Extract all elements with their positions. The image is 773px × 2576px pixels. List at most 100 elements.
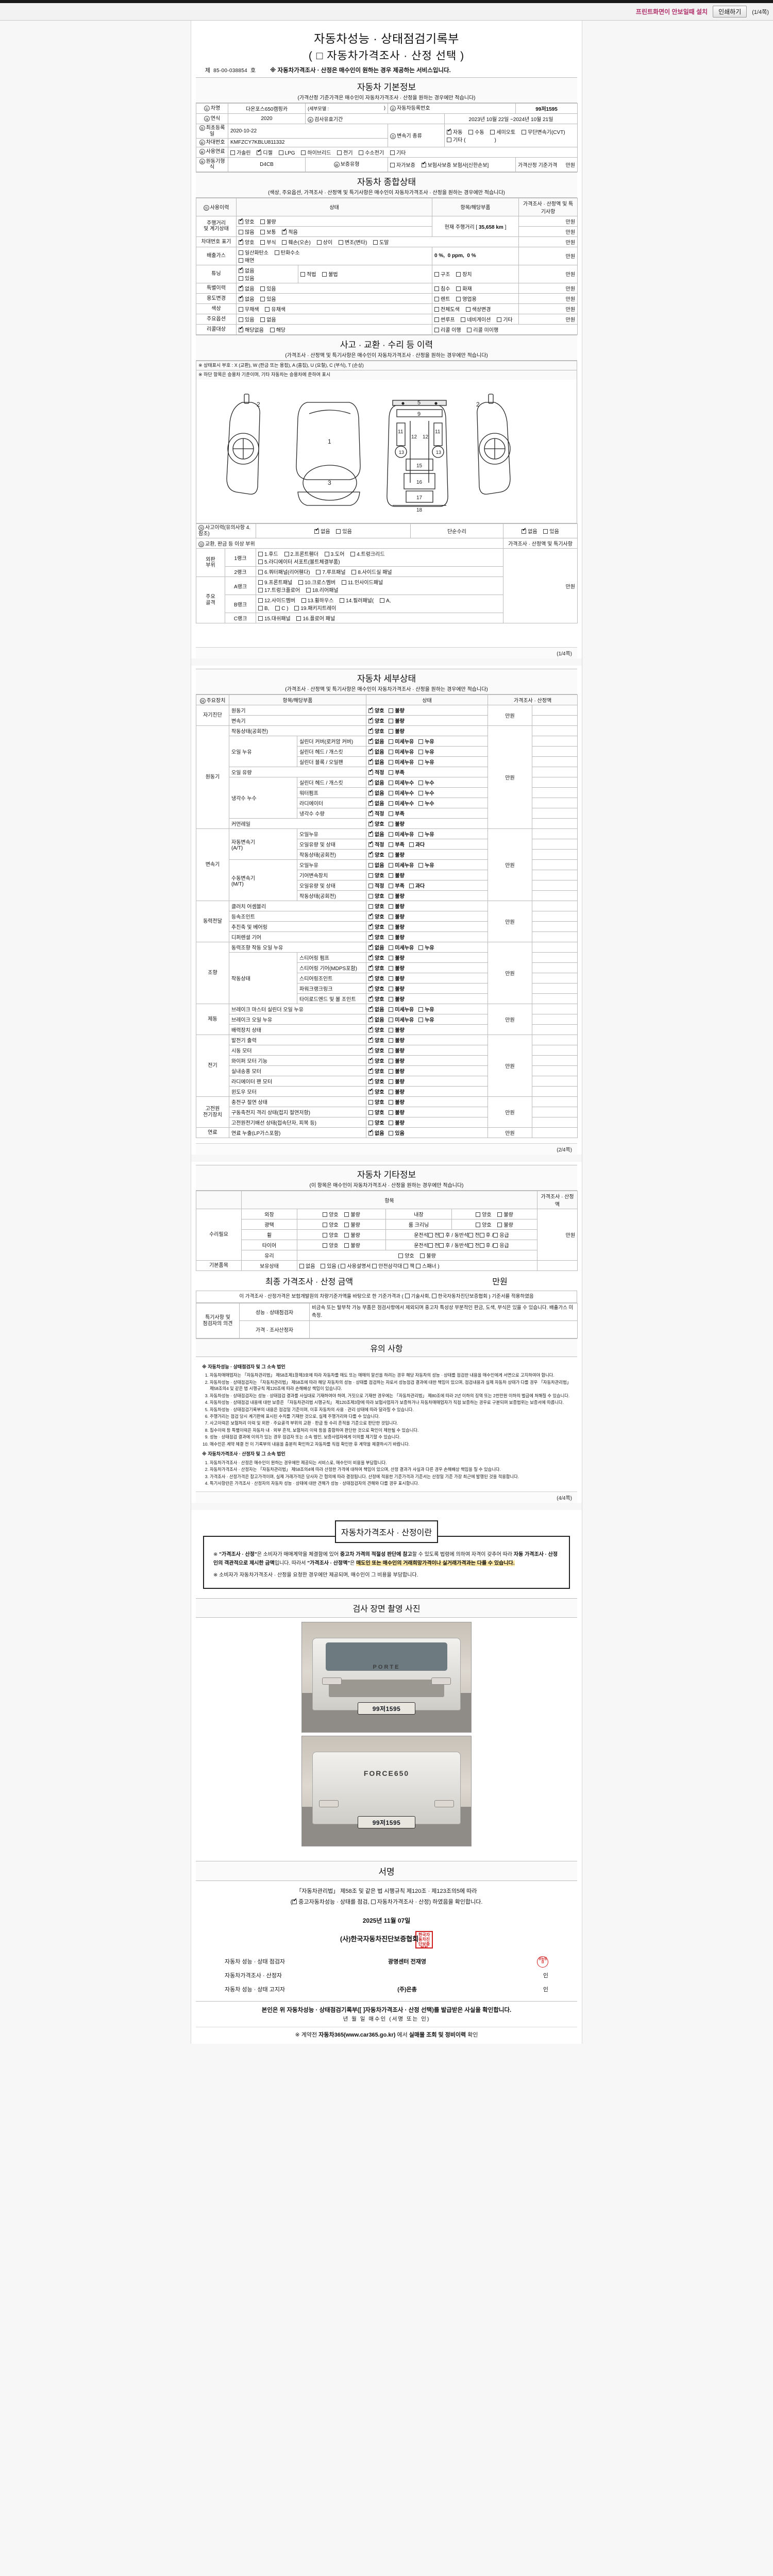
state-option[interactable]: 없음 xyxy=(368,861,384,869)
state-option[interactable]: 양호 xyxy=(398,1251,414,1259)
checkbox-icon[interactable] xyxy=(368,1057,373,1064)
checkbox-icon[interactable] xyxy=(258,552,263,557)
checkbox-icon[interactable] xyxy=(389,1069,394,1074)
part-option[interactable]: 9.프론트패널 xyxy=(258,578,292,586)
checkbox-icon[interactable] xyxy=(341,1264,346,1269)
state-option[interactable]: 누유 xyxy=(418,1005,434,1013)
state-option[interactable]: 불량 xyxy=(389,933,405,941)
checkbox-icon[interactable] xyxy=(390,150,395,155)
checkbox-icon[interactable] xyxy=(298,580,304,585)
state-option[interactable]: 구조 xyxy=(434,270,450,278)
state-option[interactable]: 미세누유 xyxy=(389,1015,414,1023)
transmission-option[interactable]: 수동 xyxy=(468,128,484,135)
checkbox-icon[interactable] xyxy=(372,1264,377,1269)
checkbox-icon[interactable] xyxy=(344,1233,349,1238)
part-option[interactable]: 7.루프패널 xyxy=(316,568,346,575)
transmission-option-etc[interactable]: 기타 () xyxy=(447,135,496,143)
checkbox-icon[interactable] xyxy=(350,552,356,557)
state-option[interactable]: 양호 xyxy=(368,851,384,858)
state-option[interactable]: 미세누유 xyxy=(389,737,414,745)
checkbox-icon[interactable] xyxy=(389,863,394,868)
checkbox-icon[interactable] xyxy=(368,873,374,878)
checkbox-icon[interactable] xyxy=(368,841,373,848)
state-option[interactable]: 누수 xyxy=(418,789,434,796)
state-option[interactable]: 양호 xyxy=(368,912,384,920)
state-option[interactable]: 불량 xyxy=(389,1046,405,1054)
state-option[interactable]: 매연 xyxy=(239,256,254,264)
checkbox-icon[interactable] xyxy=(314,528,320,534)
state-option[interactable]: 없음 xyxy=(368,778,384,786)
state-option[interactable]: 누유 xyxy=(418,861,434,869)
checkbox-icon[interactable] xyxy=(389,822,394,827)
checkbox-icon[interactable] xyxy=(316,570,321,575)
state-option[interactable]: 불량 xyxy=(497,1221,513,1228)
state-option[interactable]: 양호 xyxy=(239,238,254,246)
state-option[interactable]: 있음 xyxy=(260,295,276,302)
part-option[interactable]: 5.라디에이터 서포트(볼트체결부품) xyxy=(258,557,340,565)
checkbox-icon[interactable] xyxy=(389,904,394,909)
fuel-option[interactable]: 기타 xyxy=(390,148,406,156)
checkbox-icon[interactable] xyxy=(439,1243,444,1248)
state-option[interactable]: 부족 xyxy=(389,809,405,817)
checkbox-icon[interactable] xyxy=(368,904,374,909)
checkbox-icon[interactable] xyxy=(389,987,394,992)
checkbox-icon[interactable] xyxy=(368,985,373,992)
checkbox-icon[interactable] xyxy=(368,894,374,899)
checkbox-icon[interactable] xyxy=(418,781,424,786)
checkbox-icon[interactable] xyxy=(389,935,394,940)
state-option[interactable]: 미세누수 xyxy=(389,799,414,807)
checkbox-icon[interactable] xyxy=(316,240,322,245)
checkbox-icon[interactable] xyxy=(389,708,394,714)
state-option[interactable]: 없음 xyxy=(368,943,384,951)
checkbox-icon[interactable] xyxy=(368,1026,373,1033)
state-option[interactable]: 없음 xyxy=(368,737,384,745)
checkbox-icon[interactable] xyxy=(434,272,440,277)
state-option[interactable]: 양호 xyxy=(368,1098,384,1106)
checkbox-icon[interactable] xyxy=(389,884,394,889)
checkbox-icon[interactable] xyxy=(389,945,394,951)
part-option[interactable]: C ) xyxy=(275,606,289,612)
checkbox-icon[interactable] xyxy=(405,1294,410,1299)
checkbox-icon[interactable] xyxy=(418,801,424,806)
checkbox-icon[interactable] xyxy=(239,239,243,245)
state-option[interactable]: 불량 xyxy=(497,1210,513,1218)
state-option[interactable]: 색상변경 xyxy=(465,305,491,313)
state-option[interactable]: 불량 xyxy=(389,1088,405,1095)
checkbox-icon[interactable] xyxy=(389,1090,394,1095)
checkbox-icon[interactable] xyxy=(368,1016,373,1023)
checkbox-icon[interactable] xyxy=(239,218,243,224)
state-option[interactable]: 불량 xyxy=(389,1098,405,1106)
checkbox-icon[interactable] xyxy=(359,150,364,155)
part-option[interactable]: A, xyxy=(380,598,391,604)
state-option[interactable]: 리콜 미이행 xyxy=(467,326,498,333)
state-option[interactable]: 양호 xyxy=(476,1210,492,1218)
state-option[interactable]: 해당 xyxy=(270,326,285,333)
checkbox-icon[interactable] xyxy=(447,128,451,134)
fuel-option[interactable]: 수소전기 xyxy=(359,148,384,156)
checkbox-icon[interactable] xyxy=(389,1079,394,1084)
state-option[interactable]: 양호 xyxy=(323,1210,339,1218)
state-option[interactable]: 없음 xyxy=(368,1129,384,1137)
checkbox-icon[interactable] xyxy=(368,1110,374,1115)
state-option[interactable]: 양호 xyxy=(368,1046,384,1054)
state-option[interactable]: 장치 xyxy=(456,270,472,278)
state-option[interactable]: 불량 xyxy=(389,923,405,930)
checkbox-icon[interactable] xyxy=(418,1018,424,1023)
state-option[interactable]: 불량 xyxy=(389,1077,405,1085)
part-option[interactable]: 1.후드 xyxy=(258,550,278,557)
state-option[interactable]: 누유 xyxy=(418,943,434,951)
part-option[interactable]: 17.트렁크플로어 xyxy=(258,586,300,594)
checkbox-icon[interactable] xyxy=(282,240,287,245)
checkbox-icon[interactable] xyxy=(368,1037,373,1043)
checkbox-icon[interactable] xyxy=(476,1223,481,1228)
checkbox-icon[interactable] xyxy=(468,1233,474,1238)
transmission-option[interactable]: 무단변속기(CVT) xyxy=(521,128,565,135)
state-option[interactable]: 상이 xyxy=(316,238,332,246)
checkbox-icon[interactable] xyxy=(239,258,243,263)
state-option[interactable]: 양호 xyxy=(368,1036,384,1044)
checkbox-icon[interactable] xyxy=(479,1233,484,1238)
state-option[interactable]: 불량 xyxy=(389,706,405,714)
warranty-option[interactable]: 자가보증 xyxy=(390,161,415,168)
fuel-option[interactable]: 디젤 xyxy=(257,148,273,156)
warranty-option[interactable]: 보험사보증 보험사[신한손보] xyxy=(421,161,489,168)
